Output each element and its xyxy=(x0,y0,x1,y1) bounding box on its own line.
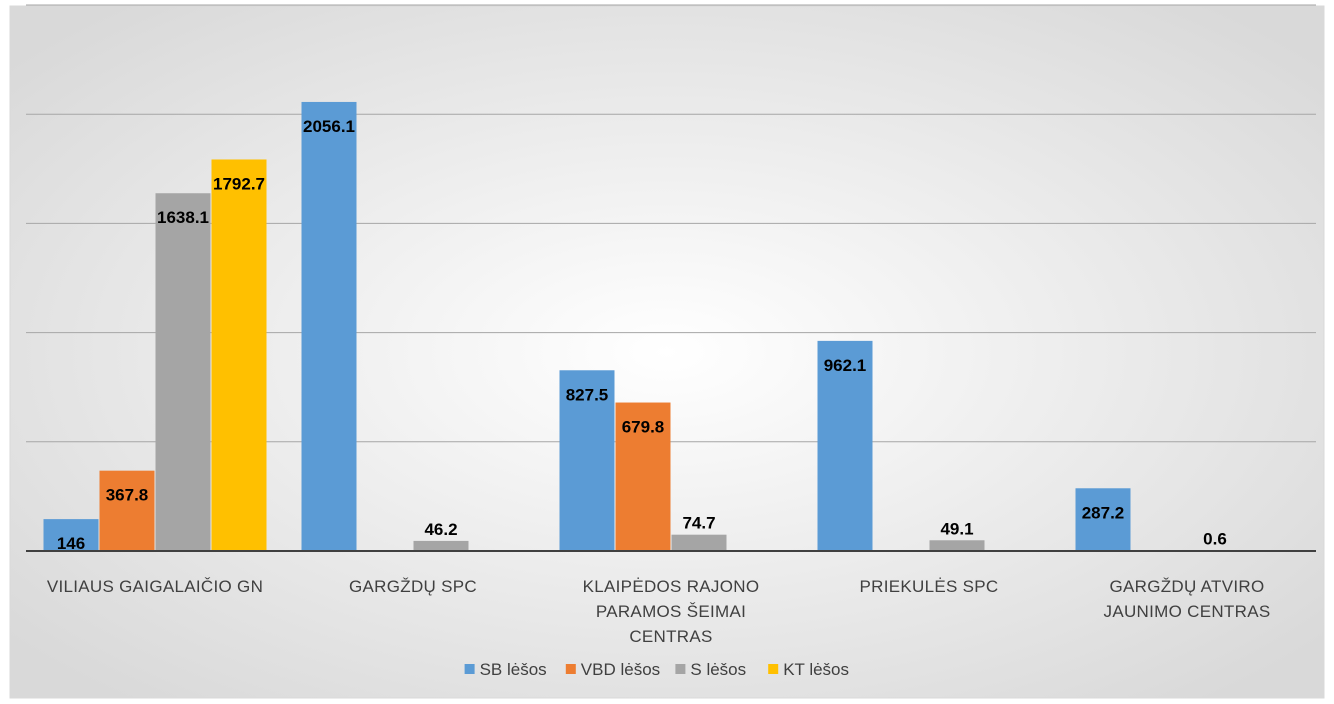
category-label: VILIAUS GAIGALAIČIO GN xyxy=(47,577,263,596)
legend-entry: KT lėšos xyxy=(783,660,849,679)
data-label: 146 xyxy=(57,534,85,553)
legend: SB lėšos VBD lėšos S lėšos KT lėšos xyxy=(464,660,849,679)
data-label: 367.8 xyxy=(106,486,149,505)
legend-entry: VBD lėšos xyxy=(581,660,660,679)
legend-entry: SB lėšos xyxy=(480,660,547,679)
data-label: 827.5 xyxy=(566,385,609,404)
category-label: PRIEKULĖS SPC xyxy=(859,577,998,596)
data-label: 0.6 xyxy=(1203,530,1227,549)
bars xyxy=(43,101,1243,552)
data-label: 1638.1 xyxy=(157,208,209,227)
data-label: 74.7 xyxy=(682,514,715,533)
legend-swatch xyxy=(464,664,475,674)
category-label: KLAIPĖDOS RAJONO xyxy=(583,577,760,596)
data-label: 46.2 xyxy=(424,520,457,539)
bar xyxy=(615,402,671,551)
data-label: 962.1 xyxy=(824,356,867,375)
bar xyxy=(211,159,267,552)
bar xyxy=(43,519,99,551)
data-label: 2056.1 xyxy=(303,117,355,136)
data-label: 679.8 xyxy=(622,418,665,437)
category-label: CENTRAS xyxy=(629,627,712,646)
bar xyxy=(99,470,155,551)
data-label: 287.2 xyxy=(1082,503,1125,522)
bar xyxy=(559,370,615,551)
bar xyxy=(301,101,357,552)
legend-swatch xyxy=(768,664,779,674)
bar xyxy=(1075,488,1131,551)
bar xyxy=(929,540,985,551)
category-label: PARAMOS ŠEIMAI xyxy=(596,602,746,621)
category-labels: VILIAUS GAIGALAIČIO GN GARGŽDŲ SPC KLAIPĖD… xyxy=(47,577,1271,646)
bar xyxy=(413,540,469,551)
legend-swatch xyxy=(675,664,686,674)
category-label: GARGŽDŲ SPC xyxy=(349,577,477,596)
category-label: JAUNIMO CENTRAS xyxy=(1104,602,1271,621)
bar xyxy=(817,340,873,551)
legend-swatch xyxy=(565,664,576,674)
data-label: 49.1 xyxy=(940,519,973,538)
legend-entry: S lėšos xyxy=(690,660,746,679)
bar xyxy=(671,534,727,551)
category-label: GARGŽDŲ ATVIRO xyxy=(1109,577,1264,596)
bar xyxy=(155,193,211,551)
data-label: 1792.7 xyxy=(213,174,265,193)
